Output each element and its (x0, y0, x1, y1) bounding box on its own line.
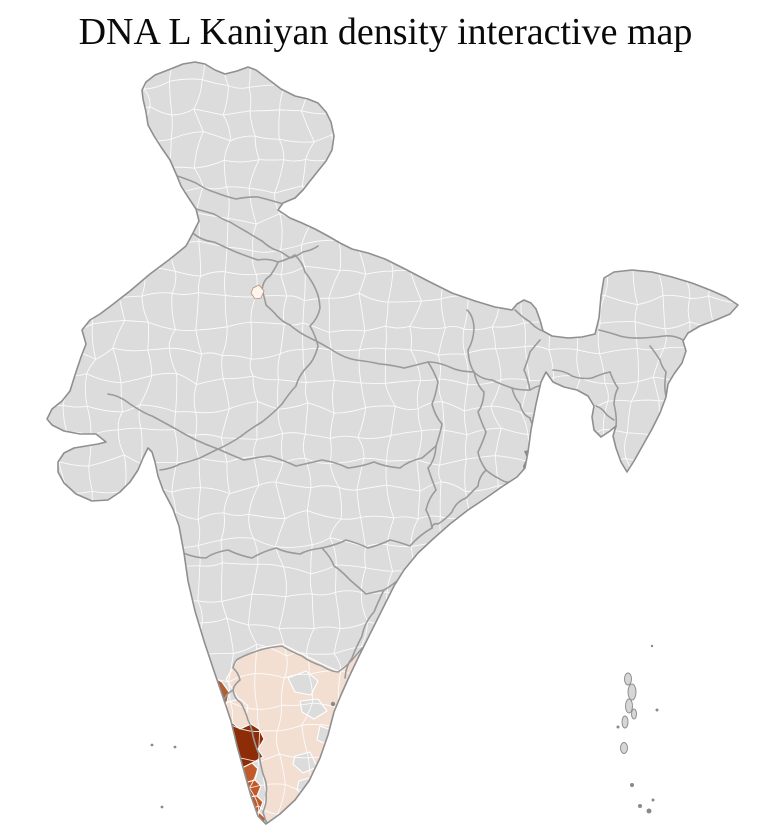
nicobar-islet (646, 808, 652, 814)
lakshadweep-islands (150, 743, 177, 809)
nicobar-islet (638, 804, 642, 808)
map-title: DNA L Kaniyan density interactive map (78, 11, 693, 53)
andaman-nicobar-islands (616, 644, 659, 814)
puducherry-enclave-dot[interactable] (330, 701, 336, 707)
nicobar-islet (651, 798, 655, 802)
lakshadweep-islet (160, 805, 164, 809)
puducherry-enclave-dot[interactable] (337, 725, 341, 729)
andaman-island (621, 715, 629, 729)
nicobar-islet (630, 783, 634, 787)
kerala-coastal-districts[interactable] (241, 779, 262, 798)
india-landmass[interactable] (47, 62, 738, 824)
nicobar-islet (650, 644, 654, 648)
delhi-area-district[interactable] (250, 284, 265, 300)
nicobar-islet (616, 725, 620, 729)
andaman-island (625, 698, 633, 714)
lakshadweep-islet (173, 745, 177, 749)
andaman-island (631, 708, 637, 720)
lakshadweep-islet (150, 743, 154, 747)
sundarbans-delta (523, 449, 547, 484)
india-coastline (46, 61, 739, 825)
andaman-island (620, 742, 628, 754)
andaman-island (627, 683, 637, 701)
andaman-island (624, 672, 632, 686)
no-data-district[interactable] (287, 670, 319, 696)
nicobar-islet (655, 708, 659, 712)
